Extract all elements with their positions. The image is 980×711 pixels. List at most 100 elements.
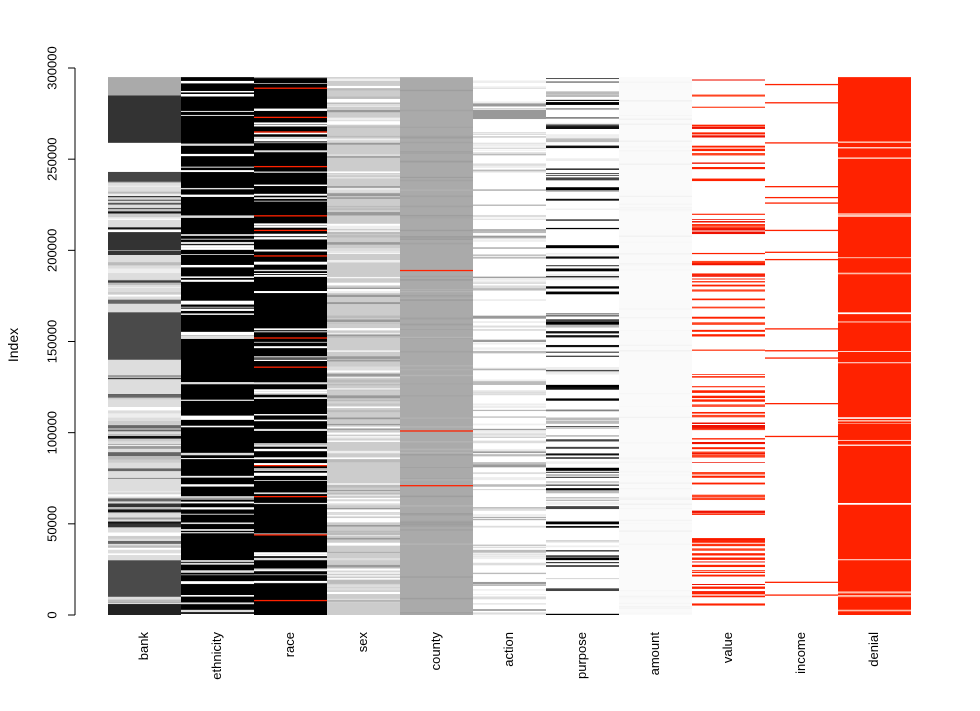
stripe xyxy=(327,110,400,113)
missing-marker xyxy=(254,165,327,168)
stripe xyxy=(692,399,765,402)
stripe xyxy=(327,379,400,383)
stripe xyxy=(473,379,546,381)
stripe xyxy=(692,263,765,266)
stripe xyxy=(254,448,327,452)
stripe xyxy=(400,543,473,545)
stripe xyxy=(473,277,546,281)
stripe xyxy=(108,193,181,197)
stripe xyxy=(546,557,619,561)
stripe xyxy=(108,263,181,266)
stripe xyxy=(473,101,546,105)
stripe xyxy=(692,548,765,551)
stripe xyxy=(327,188,400,191)
stripe xyxy=(692,316,765,319)
stripe xyxy=(692,561,765,563)
stripe xyxy=(546,461,619,464)
stripe xyxy=(254,249,327,252)
stripe xyxy=(546,565,619,567)
stripe xyxy=(108,503,181,508)
stripe xyxy=(473,528,546,531)
stripe xyxy=(327,501,400,504)
stripe xyxy=(473,143,546,145)
stripe xyxy=(546,502,619,505)
stripe xyxy=(473,169,546,172)
stripe xyxy=(546,490,619,494)
missing-marker xyxy=(765,229,838,232)
stripe xyxy=(546,541,619,543)
stripe xyxy=(619,269,692,271)
stripe xyxy=(692,219,765,220)
stripe xyxy=(327,205,400,208)
stripe xyxy=(838,351,911,352)
stripe xyxy=(546,417,619,421)
stripe xyxy=(619,308,692,310)
stripe xyxy=(400,505,473,507)
stripe xyxy=(546,99,619,101)
stripe xyxy=(327,291,400,294)
stripe xyxy=(181,114,254,116)
stripe xyxy=(473,486,546,489)
stripe xyxy=(400,350,473,353)
stripe xyxy=(400,318,473,320)
stripe xyxy=(327,388,400,390)
stripe xyxy=(327,542,400,546)
stripe xyxy=(546,446,619,449)
stripe xyxy=(473,612,546,615)
column-denial xyxy=(838,77,911,615)
stripe xyxy=(108,217,181,219)
stripe xyxy=(838,362,911,364)
stripe xyxy=(473,146,546,149)
stripe xyxy=(546,134,619,137)
stripe xyxy=(692,225,765,227)
missing-marker xyxy=(765,196,838,199)
stripe xyxy=(108,413,181,418)
stripe xyxy=(327,459,400,463)
stripe xyxy=(327,319,400,322)
stripe xyxy=(181,562,254,565)
missing-marker xyxy=(765,186,838,188)
x-tick-label-action: action xyxy=(501,632,516,667)
stripe xyxy=(181,574,254,576)
stripe xyxy=(546,351,619,353)
stripe xyxy=(619,235,692,238)
stripe xyxy=(254,472,327,474)
stripe xyxy=(108,493,181,495)
stripe xyxy=(327,585,400,587)
stripe xyxy=(254,502,327,505)
stripe xyxy=(619,254,692,256)
stripe xyxy=(108,203,181,205)
stripe xyxy=(327,428,400,430)
stripe xyxy=(473,589,546,591)
stripe xyxy=(327,520,400,523)
stripe xyxy=(473,150,546,154)
stripe xyxy=(254,261,327,265)
stripe xyxy=(108,279,181,282)
stripe xyxy=(546,482,619,485)
stripe xyxy=(108,494,181,497)
column-background xyxy=(765,77,838,615)
stripe xyxy=(108,198,181,200)
stripe xyxy=(327,494,400,496)
stripe xyxy=(327,226,400,230)
stripe xyxy=(546,313,619,316)
stripe xyxy=(327,289,400,292)
stripe xyxy=(327,322,400,324)
stripe xyxy=(692,586,765,589)
stripe xyxy=(181,417,254,420)
stripe xyxy=(692,395,765,399)
stripe xyxy=(473,204,546,206)
stripe xyxy=(181,93,254,97)
stripe xyxy=(692,591,765,595)
stripe xyxy=(619,241,692,243)
stripe xyxy=(619,81,692,83)
stripe xyxy=(181,308,254,311)
stripe xyxy=(327,356,400,359)
stripe xyxy=(327,302,400,305)
stripe xyxy=(473,91,546,93)
stripe xyxy=(619,496,692,499)
stripe xyxy=(546,219,619,221)
stripe xyxy=(838,417,911,419)
stripe xyxy=(619,393,692,395)
stripe xyxy=(327,155,400,158)
